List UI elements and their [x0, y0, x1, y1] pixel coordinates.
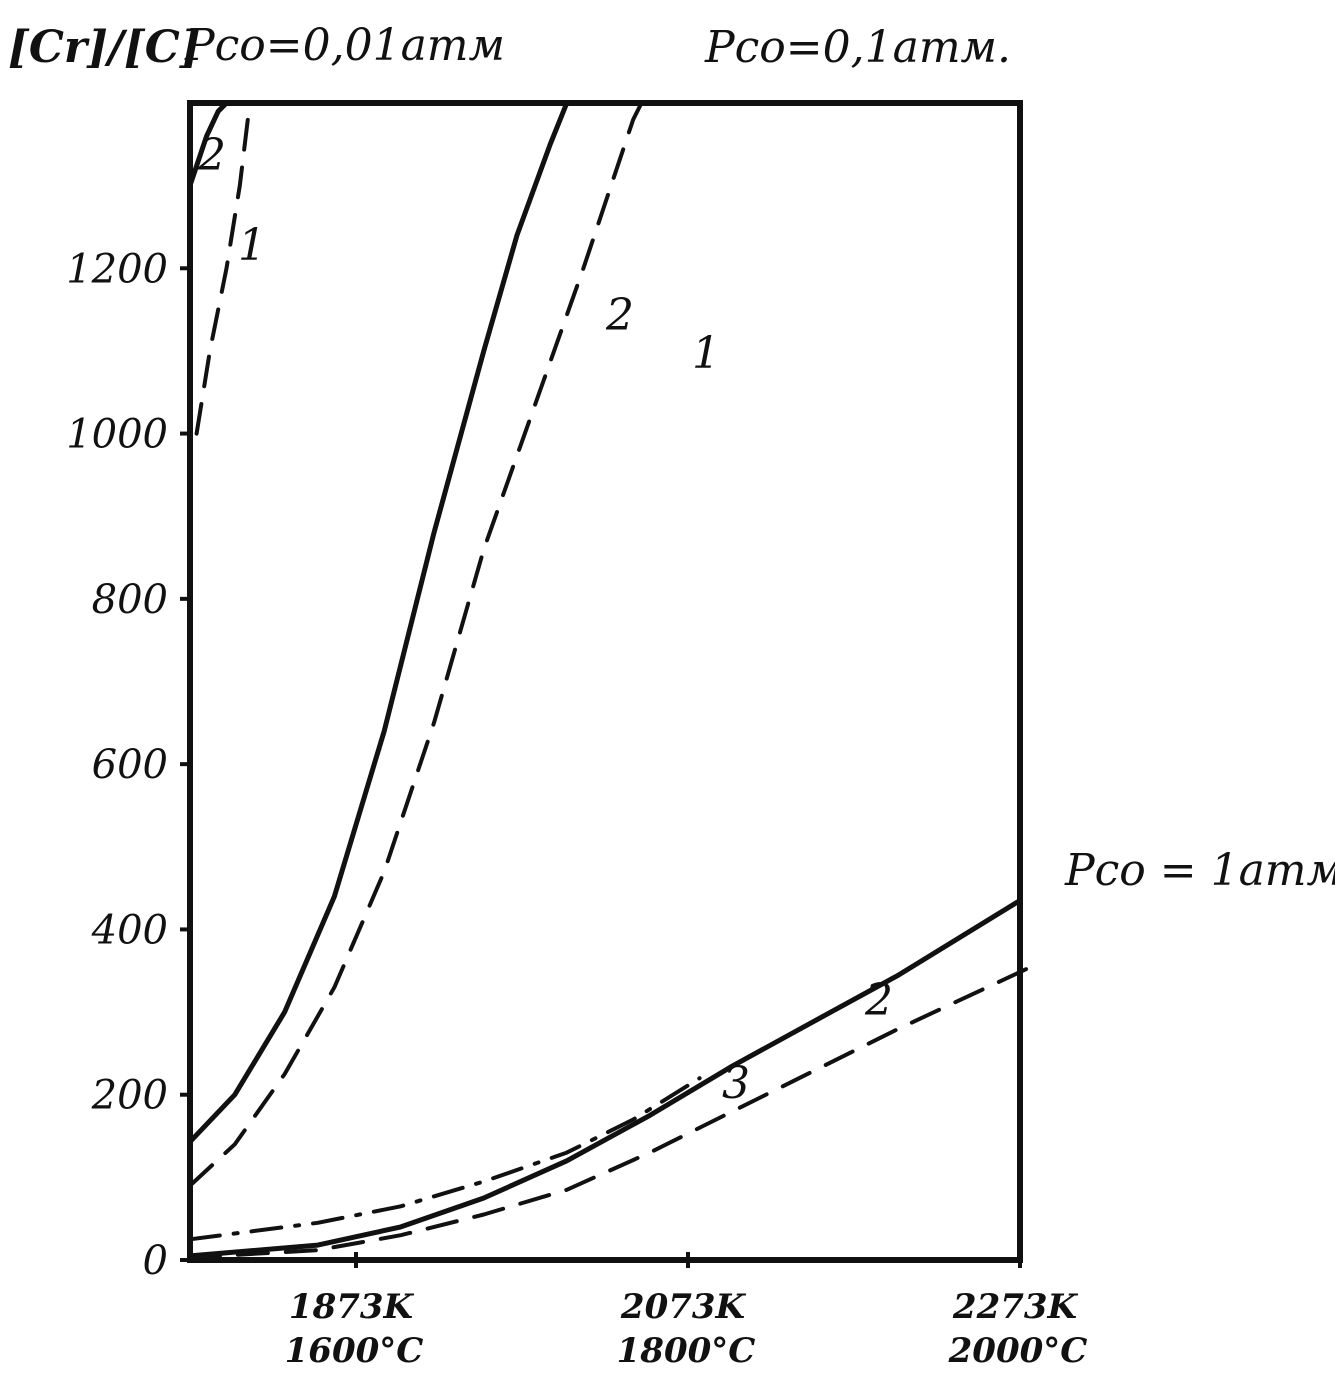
x-tick-label-kelvin-1: 2073K — [620, 1287, 747, 1327]
pressure-label-01: Pco=0,1атм. — [704, 22, 1011, 73]
series-line-g1-1 — [188, 101, 644, 1188]
y-tick-label-6: 1200 — [66, 246, 168, 292]
pressure-label-001: Pco=0,01атм — [184, 20, 505, 71]
x-tick-label-celsius-2: 2000°C — [948, 1331, 1088, 1371]
y-tick-label-3: 600 — [92, 742, 168, 788]
curve-label-01-1: 1 — [692, 328, 720, 379]
curve-label-01-2: 2 — [605, 290, 634, 341]
plot-frame — [187, 100, 1023, 1263]
y-tick-label-5: 1000 — [66, 412, 168, 458]
series-line-g1-2 — [187, 100, 595, 1145]
curves — [187, 100, 1034, 1260]
x-tick-label-kelvin-2: 2273K — [952, 1287, 1079, 1327]
curve-label-1-3: 3 — [722, 1058, 750, 1109]
y-tick-label-2: 400 — [91, 907, 168, 953]
curve-label-001-2: 2 — [197, 130, 226, 181]
series-line-g0-2 — [187, 100, 229, 189]
x-tick-label-celsius-1: 1800°C — [617, 1331, 756, 1371]
y-tick-label-4: 800 — [92, 577, 168, 623]
series-line-g2-3 — [188, 1076, 702, 1242]
series-line-g2-2 — [187, 898, 1023, 1259]
x-tick-label-celsius-0: 1600°C — [285, 1331, 424, 1371]
pressure-label-1: Pco = 1атм — [1064, 845, 1335, 896]
curve-label-001-1: 1 — [238, 220, 266, 271]
series-line-g2-1 — [188, 964, 1034, 1260]
series-line-g0-1 — [194, 101, 252, 436]
x-tick-label-kelvin-0: 1873K — [289, 1287, 415, 1327]
y-tick-label-1: 200 — [91, 1073, 168, 1119]
y-tick-label-0: 0 — [143, 1238, 168, 1284]
curve-label-1-2: 2 — [864, 975, 893, 1026]
y-axis-label: [Cr]/[C] — [8, 22, 201, 73]
y-ticks: 0 200 400 600 800 1000 1200 — [66, 246, 192, 1284]
